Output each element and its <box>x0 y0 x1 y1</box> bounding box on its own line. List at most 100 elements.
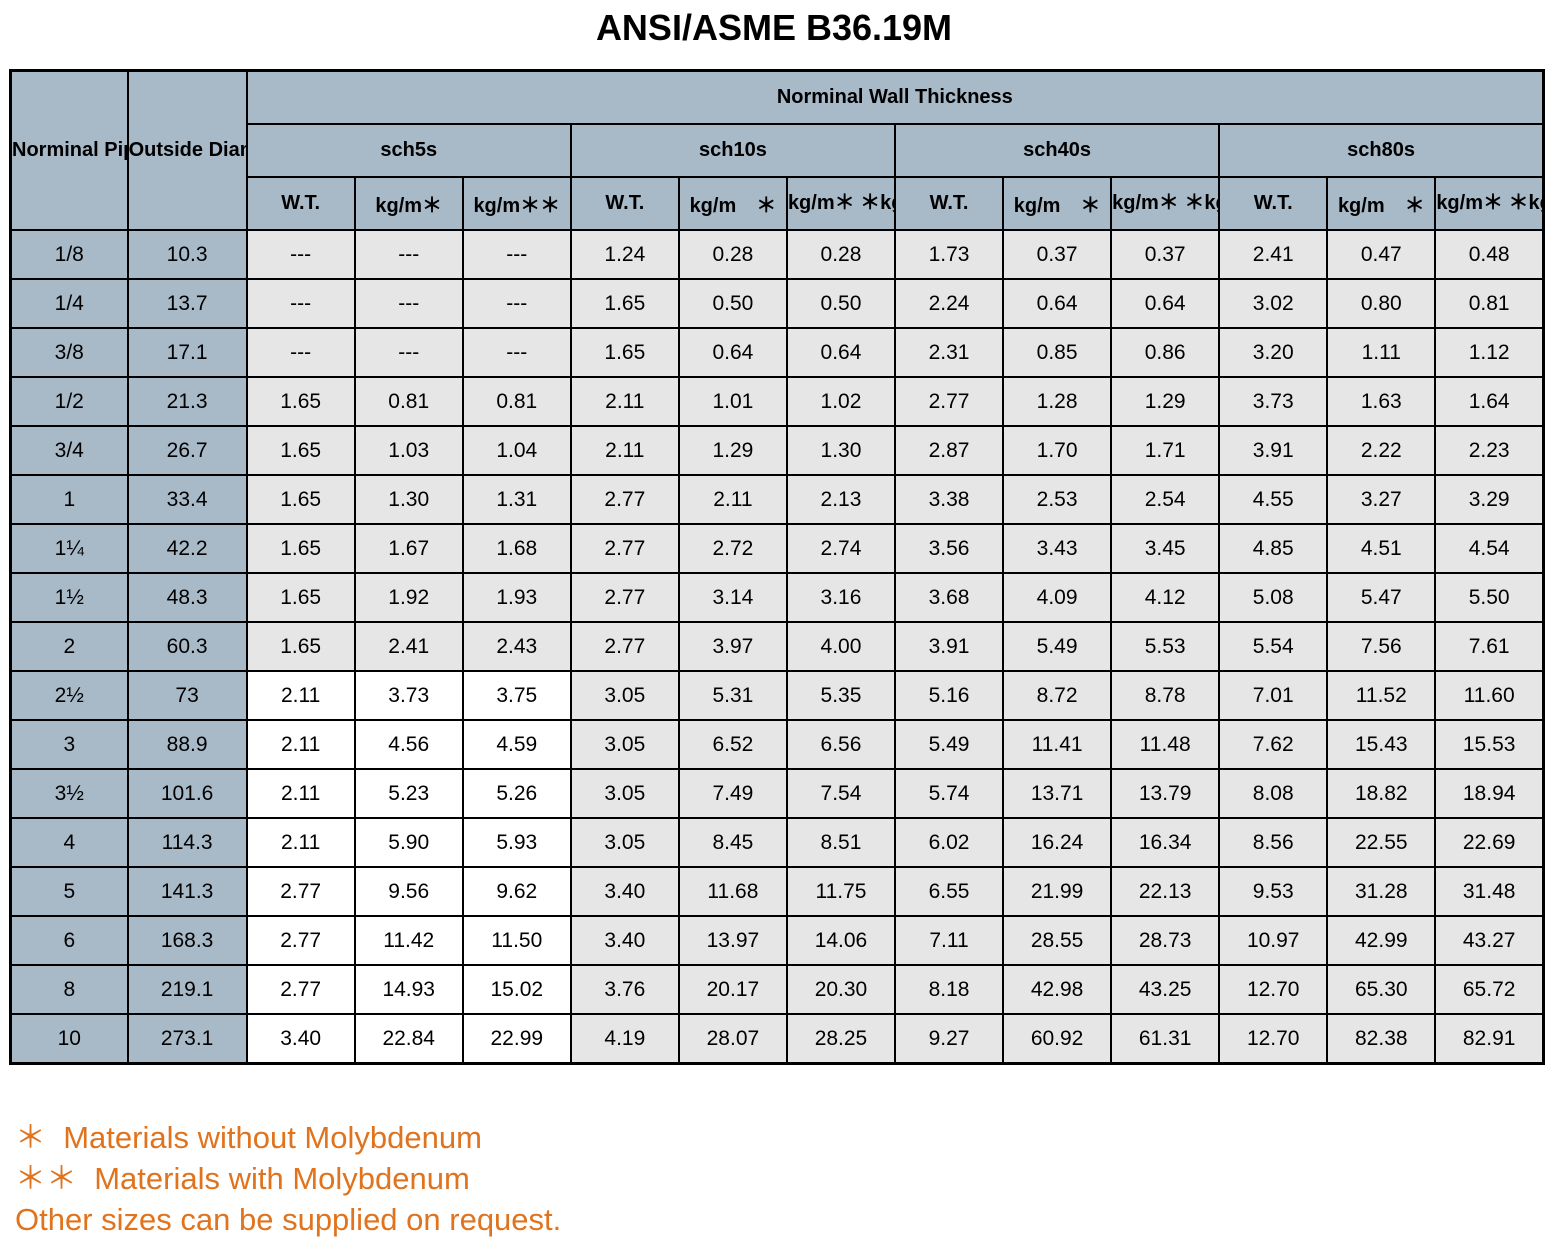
od-cell: 101.6 <box>126 768 248 819</box>
value-cell: 5.90 <box>353 817 464 868</box>
nps-cell: 8 <box>9 964 129 1015</box>
value-cell: --- <box>353 327 464 378</box>
nps-cell: 4 <box>9 817 129 868</box>
value-cell: 3.20 <box>1218 327 1329 378</box>
value-cell: 11.50 <box>461 915 572 966</box>
value-cell: 1.73 <box>893 229 1005 280</box>
value-cell: 1.65 <box>245 425 356 476</box>
value-cell: 1.65 <box>245 376 356 427</box>
nps-cell: 10 <box>9 1013 129 1065</box>
value-cell: 65.72 <box>1434 964 1545 1015</box>
subheader-wt: W.T. <box>569 176 680 231</box>
subheader-kgm-mo: kg/m＊ ＊kg/m ＊＊ <box>1434 176 1545 231</box>
table-row: 3½ 101.6 2.11 5.23 5.26 3.05 7.49 7.54 5.74 13.71… <box>9 768 1545 819</box>
subheader-kgm: kg/m ＊ <box>1326 176 1437 231</box>
value-cell: 15.02 <box>461 964 572 1015</box>
nps-cell: 1½ <box>9 572 129 623</box>
od-cell: 17.1 <box>126 327 248 378</box>
value-cell: 8.51 <box>785 817 897 868</box>
value-cell: 1.29 <box>1110 376 1221 427</box>
value-cell: 2.77 <box>245 915 356 966</box>
od-cell: 168.3 <box>126 915 248 966</box>
value-cell: 12.70 <box>1218 1013 1329 1065</box>
nps-cell: 1 <box>9 474 129 525</box>
value-cell: 1.63 <box>1326 376 1437 427</box>
value-cell: 11.48 <box>1110 719 1221 770</box>
value-cell: 12.70 <box>1218 964 1329 1015</box>
value-cell: 2.13 <box>785 474 897 525</box>
value-cell: 0.64 <box>677 327 788 378</box>
value-cell: 5.08 <box>1218 572 1329 623</box>
value-cell: 13.79 <box>1110 768 1221 819</box>
nps-cell: 1/4 <box>9 278 129 329</box>
value-cell: 5.53 <box>1110 621 1221 672</box>
subheader-kgm-mo: kg/m＊ ＊kg/m ＊＊ <box>785 176 897 231</box>
value-cell: 16.24 <box>1002 817 1113 868</box>
value-cell: 1.31 <box>461 474 572 525</box>
footnotes: ＊ Materials without Molybdenum ＊＊ Materi… <box>15 1117 561 1240</box>
value-cell: 0.50 <box>785 278 897 329</box>
subheader-wt: W.T. <box>245 176 356 231</box>
value-cell: 3.05 <box>569 670 680 721</box>
value-cell: 2.53 <box>1002 474 1113 525</box>
subheader-wt: W.T. <box>1218 176 1329 231</box>
table-row: 1/2 21.3 1.65 0.81 0.81 2.11 1.01 1.02 2.77 1.28 1… <box>9 376 1545 427</box>
value-cell: 20.30 <box>785 964 897 1015</box>
value-cell: 3.05 <box>569 768 680 819</box>
note-without-molybdenum: ＊ Materials without Molybdenum <box>15 1120 482 1155</box>
page-title: ANSI/ASME B36.19M <box>595 7 953 48</box>
value-cell: 3.43 <box>1002 523 1113 574</box>
nps-cell: 3 <box>9 719 129 770</box>
value-cell: 4.19 <box>569 1013 680 1065</box>
value-cell: 2.11 <box>569 376 680 427</box>
value-cell: 1.02 <box>785 376 897 427</box>
value-cell: 0.85 <box>1002 327 1113 378</box>
subheader-kgm-mo: kg/m＊＊ <box>461 176 572 231</box>
od-cell: 42.2 <box>126 523 248 574</box>
value-cell: 8.56 <box>1218 817 1329 868</box>
value-cell: 60.92 <box>1002 1013 1113 1065</box>
value-cell: 1.70 <box>1002 425 1113 476</box>
value-cell: 14.93 <box>353 964 464 1015</box>
nps-cell: 1/8 <box>9 229 129 280</box>
subheader-kgm: kg/m ＊ <box>677 176 788 231</box>
value-cell: 0.50 <box>677 278 788 329</box>
table-row: 1½ 48.3 1.65 1.92 1.93 2.77 3.14 3.16 3.68 4.09 4.… <box>9 572 1545 623</box>
value-cell: 82.38 <box>1326 1013 1437 1065</box>
note-other-sizes: Other sizes can be supplied on request. <box>15 1202 562 1237</box>
od-cell: 273.1 <box>126 1013 248 1065</box>
value-cell: 3.40 <box>569 915 680 966</box>
value-cell: 11.41 <box>1002 719 1113 770</box>
value-cell: 22.99 <box>461 1013 572 1065</box>
value-cell: 5.54 <box>1218 621 1329 672</box>
table-row: 1 33.4 1.65 1.30 1.31 2.77 2.11 2.13 3.38 2.53 2.5… <box>9 474 1545 525</box>
value-cell: 4.51 <box>1326 523 1437 574</box>
nps-cell: 5 <box>9 866 129 917</box>
value-cell: 3.29 <box>1434 474 1545 525</box>
value-cell: 5.49 <box>893 719 1005 770</box>
value-cell: 0.37 <box>1002 229 1113 280</box>
value-cell: 15.43 <box>1326 719 1437 770</box>
value-cell: --- <box>353 278 464 329</box>
od-cell: 88.9 <box>126 719 248 770</box>
value-cell: 43.25 <box>1110 964 1221 1015</box>
nps-cell: 3½ <box>9 768 129 819</box>
value-cell: 2.11 <box>245 670 356 721</box>
value-cell: 2.72 <box>677 523 788 574</box>
value-cell: 28.25 <box>785 1013 897 1065</box>
od-cell: 219.1 <box>126 964 248 1015</box>
value-cell: 2.11 <box>245 719 356 770</box>
value-cell: 5.93 <box>461 817 572 868</box>
value-cell: 2.77 <box>245 866 356 917</box>
value-cell: 2.54 <box>1110 474 1221 525</box>
nps-cell: 1¼ <box>9 523 129 574</box>
value-cell: 1.03 <box>353 425 464 476</box>
od-cell: 73 <box>126 670 248 721</box>
value-cell: 3.91 <box>1218 425 1329 476</box>
value-cell: 2.11 <box>677 474 788 525</box>
value-cell: 2.11 <box>569 425 680 476</box>
value-cell: 0.48 <box>1434 229 1545 280</box>
value-cell: 8.18 <box>893 964 1005 1015</box>
value-cell: 4.00 <box>785 621 897 672</box>
value-cell: 0.80 <box>1326 278 1437 329</box>
